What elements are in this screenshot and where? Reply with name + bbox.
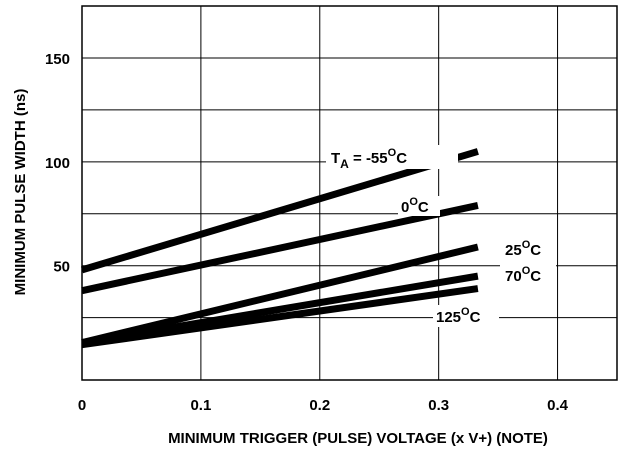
series-line-3 [81, 272, 479, 347]
label-bg-minus55 [326, 145, 458, 169]
series-label-70: 70OC [505, 265, 541, 285]
plot-frame [81, 5, 618, 381]
label-bg-125 [433, 305, 499, 327]
series-lines [80, 148, 479, 349]
series-label-minus55: TA = -55OC [331, 147, 407, 171]
series-label-125: 125OC [436, 306, 481, 326]
label-bg-70 [500, 265, 556, 285]
series-label-25: 25OC [505, 239, 541, 259]
tick-labels: 0 0.1 0.2 0.3 0.4 50 100 150 [45, 51, 569, 414]
x-tick-label: 0.4 [547, 397, 569, 414]
series-label-0: 0OC [401, 196, 429, 216]
y-axis-label: MINIMUM PULSE WIDTH (ns) [12, 89, 29, 296]
x-tick-label: 0.1 [190, 397, 211, 414]
x-tick-label: 0.3 [428, 397, 449, 414]
series-label-group: TA = -55OC 0OC 25OC 70OC 125OC [326, 145, 556, 327]
y-tick-label: 100 [45, 155, 70, 172]
series-line-1 [81, 202, 479, 295]
y-tick-label: 150 [45, 51, 70, 68]
series-line-0 [80, 148, 479, 274]
series-line-4 [81, 285, 479, 349]
label-bg-25 [500, 239, 556, 259]
x-tick-label: 0.2 [309, 397, 330, 414]
series-line-2 [81, 243, 479, 347]
y-tick-label: 50 [53, 259, 70, 276]
x-tick-label: 0 [78, 397, 86, 414]
label-bg-0 [398, 196, 440, 216]
x-axis-label: MINIMUM TRIGGER (PULSE) VOLTAGE (x V+) (… [168, 430, 548, 447]
